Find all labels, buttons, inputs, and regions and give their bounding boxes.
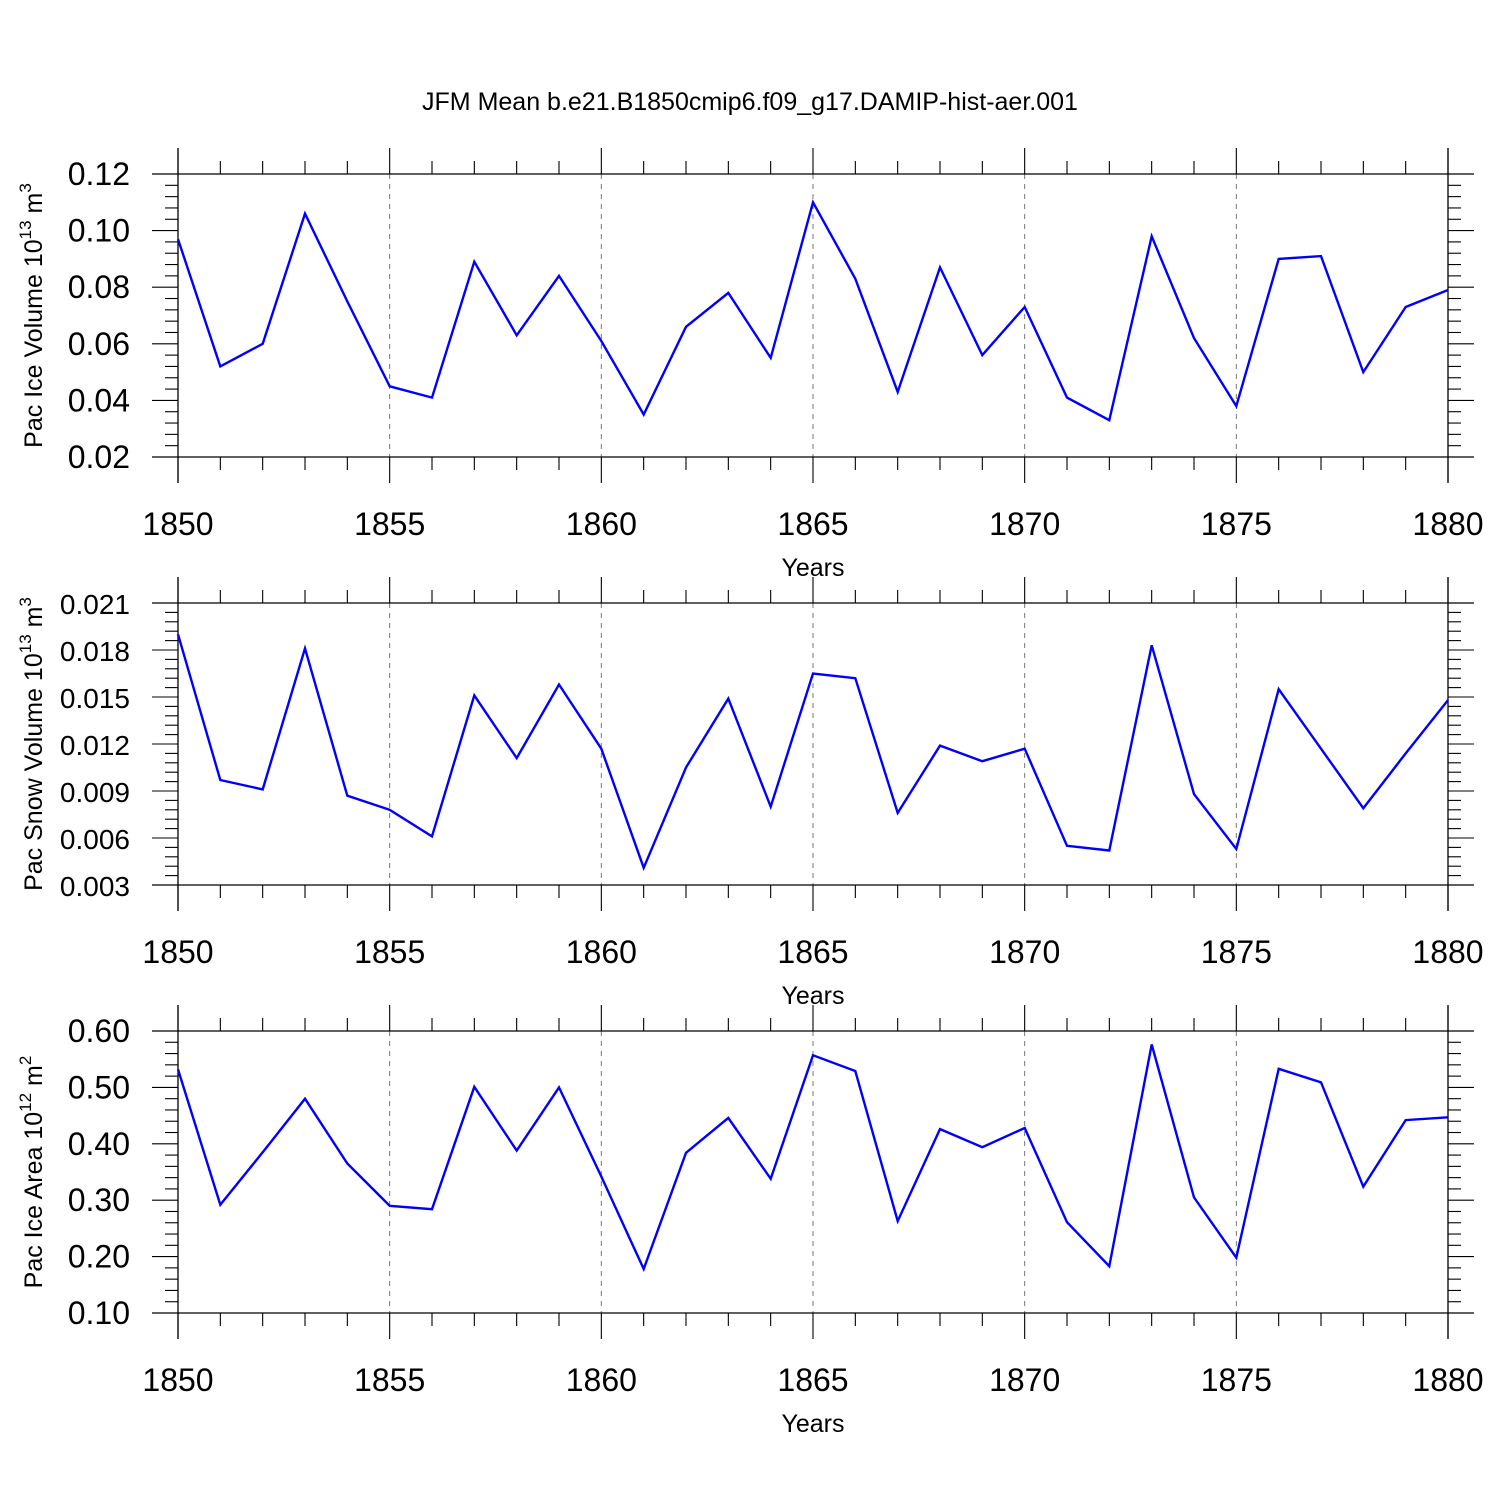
x-tick-label: 1875: [1201, 506, 1272, 542]
x-tick-label: 1880: [1412, 1362, 1483, 1398]
x-tick-label: 1850: [142, 1362, 213, 1398]
x-tick-label: 1860: [566, 1362, 637, 1398]
panel-2: 1850 1855 1860 1865 1870 1875 1880Years0.0030.…: [16, 577, 1484, 1010]
panel-1: 1850 1855 1860 1865 1870 1875 1880Years0.020.0…: [16, 148, 1484, 582]
x-tick-label: 1860: [566, 506, 637, 542]
x-tick-label: 1865: [777, 1362, 848, 1398]
y-tick-label: 0.04: [68, 382, 130, 418]
y-tick-label: 0.60: [68, 1013, 130, 1049]
y-tick-label: 0.06: [68, 326, 130, 362]
x-tick-label: 1855: [354, 934, 425, 970]
series-line: [176, 633, 1449, 872]
x-tick-label: 1860: [566, 934, 637, 970]
y-tick-label: 0.12: [68, 156, 130, 192]
y-axis-label: Pac Ice Area 1012 m2: [16, 1056, 48, 1289]
x-tick-label: 1855: [354, 1362, 425, 1398]
x-tick-label: 1865: [777, 934, 848, 970]
panels: 1850 1855 1860 1865 1870 1875 1880 Years 0.02 0.0…: [16, 148, 1484, 1438]
y-tick-label: 0.015: [60, 683, 130, 714]
y-axis-label: Pac Snow Volume 1013 m3: [16, 597, 48, 891]
series-line: [176, 199, 1449, 422]
x-tick-label: 1865: [777, 506, 848, 542]
y-tick-label: 0.003: [60, 871, 130, 902]
y-tick-label: 0.40: [68, 1126, 130, 1162]
x-tick-label: 1880: [1412, 506, 1483, 542]
figure-title: JFM Mean b.e21.B1850cmip6.f09_g17.DAMIP-…: [422, 88, 1078, 116]
y-tick-label: 0.30: [68, 1182, 130, 1218]
series-line: [176, 1044, 1449, 1273]
y-tick-label: 0.018: [60, 636, 130, 667]
x-tick-label: 1870: [989, 934, 1060, 970]
x-axis-label: Years: [781, 1410, 844, 1438]
x-tick-label: 1850: [142, 934, 213, 970]
y-tick-label: 0.08: [68, 269, 130, 305]
y-tick-label: 0.006: [60, 824, 130, 855]
x-tick-label: 1850: [142, 506, 213, 542]
x-tick-label: 1870: [989, 506, 1060, 542]
y-tick-label: 0.20: [68, 1239, 130, 1275]
x-tick-label: 1870: [989, 1362, 1060, 1398]
y-tick-label: 0.10: [68, 213, 130, 249]
y-tick-label: 0.02: [68, 439, 130, 475]
y-tick-label: 0.012: [60, 730, 130, 761]
panel-3: 1850 1855 1860 1865 1870 1875 1880 Years 0.10 0.2…: [16, 1005, 1484, 1438]
x-tick-label: 1855: [354, 506, 425, 542]
x-tick-label: 1875: [1201, 1362, 1272, 1398]
y-axis-label: Pac Ice Volume 1013 m3: [16, 183, 48, 448]
y-tick-label: 0.009: [60, 777, 130, 808]
x-tick-label: 1875: [1201, 934, 1272, 970]
y-tick-label: 0.021: [60, 589, 130, 620]
y-tick-label: 0.50: [68, 1069, 130, 1105]
x-tick-label: 1880: [1412, 934, 1483, 970]
y-tick-label: 0.10: [68, 1295, 130, 1331]
